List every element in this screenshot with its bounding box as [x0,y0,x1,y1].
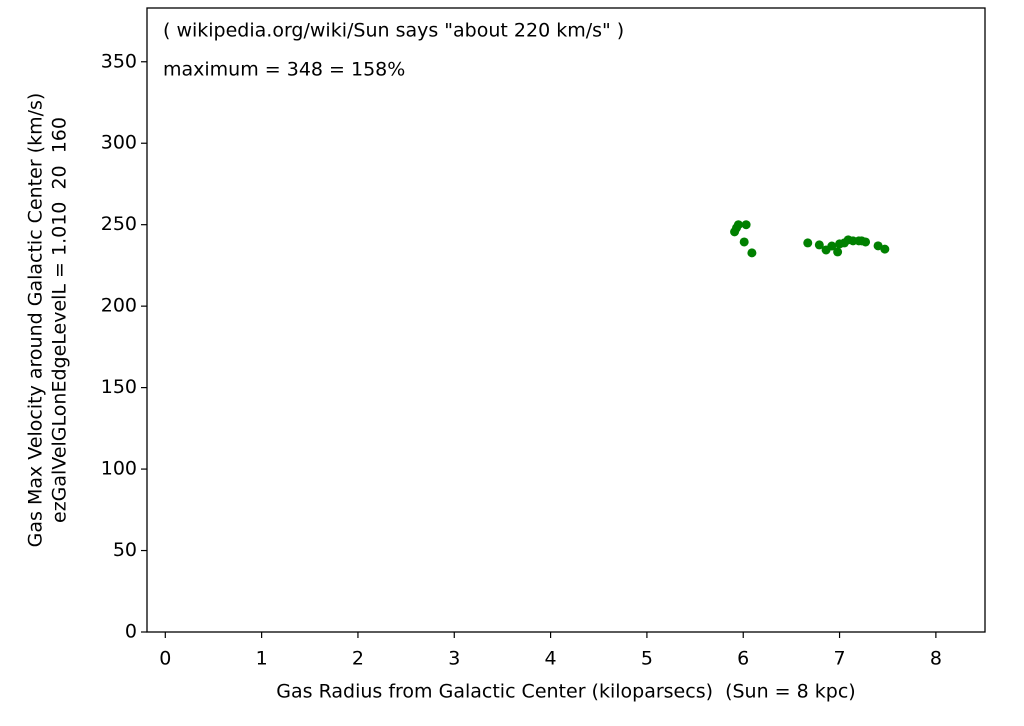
point [833,247,843,257]
x-tick-label: 4 [545,648,557,670]
x-tick-label: 7 [834,648,846,670]
point [741,220,751,230]
point [861,237,871,247]
point [803,238,813,248]
point [827,241,837,251]
point [814,240,824,250]
point [747,248,757,258]
y-tick-label: 50 [113,539,137,561]
annotation: ( wikipedia.org/wiki/Sun says "about 220… [163,20,624,42]
x-tick-label: 2 [352,648,364,670]
y-tick-label: 150 [101,376,137,398]
y-tick-label: 100 [101,458,137,480]
y-tick-label: 0 [125,621,137,643]
x-tick-label: 1 [256,648,268,670]
y-axis-label: Gas Max Velocity around Galactic Center … [25,93,47,548]
x-tick-label: 8 [930,648,942,670]
x-tick-label: 3 [448,648,460,670]
plot-frame [146,7,986,633]
x-tick-label: 5 [641,648,653,670]
point [733,220,743,230]
y-tick-label: 350 [101,50,137,72]
point [873,241,883,251]
y-tick-label: 250 [101,213,137,235]
y-tick-label: 200 [101,295,137,317]
x-tick-label: 6 [737,648,749,670]
x-tick-label: 0 [159,648,171,670]
y-axis-label: ezGalVelGLonEdgeLevelL = 1.010 20 160 [49,117,71,523]
y-tick-label: 300 [101,132,137,154]
annotation: maximum = 348 = 158% [163,59,405,81]
point [739,237,749,247]
point [880,244,890,254]
x-axis-label: Gas Radius from Galactic Center (kilopar… [276,681,855,703]
